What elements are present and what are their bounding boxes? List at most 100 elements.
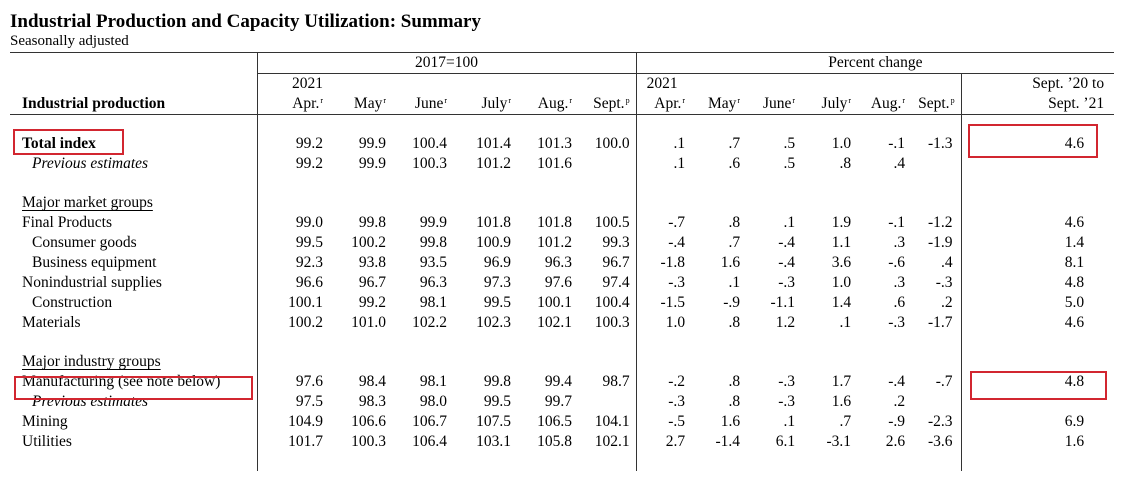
index-value: 100.0 bbox=[594, 135, 630, 152]
index-value: 92.3 bbox=[256, 253, 323, 273]
pct-change-value: -.1 bbox=[888, 135, 906, 152]
yoy-change-value: 1.4 bbox=[960, 233, 1115, 253]
month-header: Julyr bbox=[795, 94, 852, 115]
blank-cell bbox=[905, 352, 961, 372]
spacer-cell bbox=[511, 115, 572, 135]
row-utilities: Utilities 101.7 100.3 106.4 103.1 105.8 102.1 2… bbox=[10, 432, 1115, 452]
spacer-cell bbox=[795, 115, 851, 135]
spacer-cell bbox=[635, 333, 686, 352]
pct-change-value: .3 bbox=[893, 234, 906, 251]
index-value: 98.0 bbox=[419, 393, 447, 410]
blank-cell bbox=[511, 352, 572, 372]
index-value: 107.5 bbox=[476, 413, 511, 430]
spacer-cell bbox=[256, 333, 323, 352]
pct-change-value: 1.1 bbox=[831, 234, 852, 251]
index-value: 100.4 bbox=[594, 294, 630, 311]
index-value: 96.3 bbox=[544, 254, 572, 271]
index-value: 99.5 bbox=[483, 393, 511, 410]
index-value: 99.8 bbox=[483, 373, 511, 390]
index-value: 99.2 bbox=[358, 294, 386, 311]
index-value: 101.0 bbox=[351, 314, 386, 331]
pct-change-value: 1.6 bbox=[831, 393, 852, 410]
spacer-cell bbox=[572, 115, 636, 135]
pct-change-value: 1.6 bbox=[720, 254, 741, 271]
spacer-cell bbox=[447, 333, 511, 352]
pct-change-value: -1.5 bbox=[635, 293, 686, 313]
index-value: 104.9 bbox=[256, 412, 323, 432]
blank-cell bbox=[447, 193, 511, 213]
spacer-cell bbox=[685, 452, 740, 471]
blank-cell bbox=[740, 193, 795, 213]
pct-change-value: .1 bbox=[728, 274, 741, 291]
pct-change-value: -1.8 bbox=[635, 253, 686, 273]
index-value: 101.8 bbox=[476, 214, 511, 231]
spacer-cell bbox=[685, 174, 740, 193]
pct-change-value: .3 bbox=[893, 274, 906, 291]
index-value: 99.2 bbox=[256, 154, 323, 174]
index-value: 99.5 bbox=[483, 294, 511, 311]
pct-change-value: -.9 bbox=[723, 294, 741, 311]
spacer-cell bbox=[685, 115, 740, 135]
spacer-cell bbox=[386, 174, 447, 193]
pct-change-value: 1.4 bbox=[831, 294, 852, 311]
spacer-cell bbox=[323, 115, 386, 135]
spacer-cell bbox=[635, 452, 686, 471]
index-value bbox=[572, 154, 636, 174]
header-blank bbox=[10, 52, 257, 74]
pct-change-value: .2 bbox=[893, 393, 906, 410]
page-title: Industrial Production and Capacity Utili… bbox=[10, 11, 481, 32]
blank-cell bbox=[323, 352, 386, 372]
blank-cell bbox=[740, 352, 795, 372]
row-label: Previous estimates bbox=[32, 155, 149, 172]
pct-change-value: -1.3 bbox=[928, 135, 953, 152]
pct-change-value: .7 bbox=[839, 413, 852, 430]
index-value: 100.2 bbox=[351, 234, 386, 251]
index-value: 100.3 bbox=[412, 155, 447, 172]
year-index-label: 2021 bbox=[256, 73, 323, 94]
pct-change-value: 2.7 bbox=[635, 432, 686, 452]
spacer-cell bbox=[323, 174, 386, 193]
index-value: 100.3 bbox=[351, 433, 386, 450]
index-value: 106.7 bbox=[412, 413, 447, 430]
index-value: 101.4 bbox=[476, 135, 511, 152]
index-value: 93.5 bbox=[419, 254, 447, 271]
spacer-cell bbox=[740, 452, 795, 471]
pct-change-value: -.4 bbox=[778, 234, 796, 251]
spacer-cell bbox=[740, 115, 795, 135]
blank-cell bbox=[572, 352, 636, 372]
index-value: 100.3 bbox=[594, 314, 630, 331]
row-nonindustrial-supplies: Nonindustrial supplies 96.6 96.7 96.3 97.3 97… bbox=[10, 273, 1115, 293]
row-business-equipment: Business equipment 92.3 93.8 93.5 96.9 96.3 96… bbox=[10, 253, 1115, 273]
spacer-cell bbox=[960, 333, 1115, 352]
pct-change-value: -.7 bbox=[635, 213, 686, 233]
pct-change-value: 1.0 bbox=[635, 313, 686, 333]
index-value: 101.8 bbox=[537, 214, 572, 231]
pct-change-value: 1.7 bbox=[831, 373, 852, 390]
pct-change-value bbox=[905, 154, 961, 174]
yoy-change-value: 4.8 bbox=[960, 273, 1115, 293]
spacer-row bbox=[10, 333, 1115, 352]
page-subtitle: Seasonally adjusted bbox=[10, 33, 129, 49]
index-value: 98.4 bbox=[358, 373, 386, 390]
index-value: 99.0 bbox=[256, 213, 323, 233]
index-value: 102.1 bbox=[594, 433, 630, 450]
row-label: Materials bbox=[22, 314, 81, 331]
index-value: 99.8 bbox=[419, 234, 447, 251]
pct-change-value: -1.2 bbox=[928, 214, 953, 231]
spacer-cell bbox=[386, 333, 447, 352]
pct-change-value: -.3 bbox=[635, 273, 686, 293]
index-value: 97.6 bbox=[256, 372, 323, 392]
index-value: 103.1 bbox=[476, 433, 511, 450]
spacer-cell bbox=[386, 115, 447, 135]
pct-change-value: .8 bbox=[839, 155, 852, 172]
spacer-cell bbox=[960, 174, 1115, 193]
index-value: 96.9 bbox=[483, 254, 511, 271]
pct-change-value: .1 bbox=[635, 154, 686, 174]
row-label: Final Products bbox=[22, 214, 112, 231]
row-total-index: Total index 99.2 99.9 100.4 101.4 101.3 100.0.… bbox=[10, 134, 1115, 154]
spacer-cell bbox=[256, 174, 323, 193]
month-header: Sept.p bbox=[905, 94, 962, 115]
pct-change-value: .8 bbox=[728, 393, 741, 410]
spacer-cell bbox=[511, 174, 572, 193]
pct-change-value: -.2 bbox=[635, 372, 686, 392]
